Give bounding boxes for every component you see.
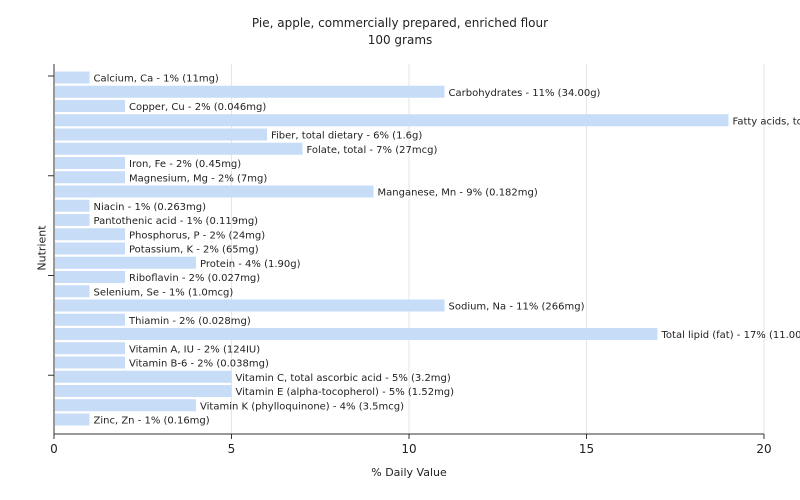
bar xyxy=(55,242,125,255)
bar-label: Sodium, Na - 11% (266mg) xyxy=(449,302,585,313)
bar xyxy=(55,399,196,412)
bar-label: Phosphorus, P - 2% (24mg) xyxy=(129,230,265,241)
bar-label: Calcium, Ca - 1% (11mg) xyxy=(94,74,219,85)
bar-label: Pantothenic acid - 1% (0.119mg) xyxy=(94,216,259,227)
bar-label: Manganese, Mn - 9% (0.182mg) xyxy=(378,188,538,199)
bar-label: Total lipid (fat) - 17% (11.00g) xyxy=(661,330,800,341)
bar xyxy=(55,299,445,312)
bar-label: Vitamin B-6 - 2% (0.038mg) xyxy=(129,359,269,370)
bar xyxy=(55,185,374,198)
bar-label: Niacin - 1% (0.263mg) xyxy=(94,202,207,213)
x-tick-label: 0 xyxy=(50,442,58,456)
bar-label: Folate, total - 7% (27mcg) xyxy=(307,145,438,156)
bar xyxy=(55,356,125,369)
bar xyxy=(55,214,90,226)
bar xyxy=(55,142,303,155)
bar-label: Protein - 4% (1.90g) xyxy=(200,259,301,270)
bar xyxy=(55,85,445,98)
bar xyxy=(55,228,125,241)
x-tick-label: 10 xyxy=(401,442,416,456)
bar xyxy=(55,199,90,212)
chart-subtitle: 100 grams xyxy=(367,33,433,47)
bar-label: Selenium, Se - 1% (1.0mcg) xyxy=(94,287,234,298)
y-axis-label: Nutrient xyxy=(35,225,49,271)
x-tick-label: 15 xyxy=(579,442,594,456)
bar xyxy=(55,342,125,355)
bar xyxy=(55,385,232,397)
bar-label: Vitamin K (phylloquinone) - 4% (3.5mcg) xyxy=(200,401,404,412)
bar-label: Vitamin E (alpha-tocopherol) - 5% (1.52m… xyxy=(236,387,455,398)
bar xyxy=(55,285,90,298)
bar-label: Carbohydrates - 11% (34.00g) xyxy=(449,88,601,99)
bar-label: Magnesium, Mg - 2% (7mg) xyxy=(129,173,267,184)
x-tick-label: 20 xyxy=(756,442,771,456)
chart-title: Pie, apple, commercially prepared, enric… xyxy=(251,16,549,30)
bar xyxy=(55,370,232,383)
bar-label: Riboflavin - 2% (0.027mg) xyxy=(129,273,260,284)
x-axis-label: % Daily Value xyxy=(371,466,447,479)
bars xyxy=(55,71,729,426)
bar-label: Fatty acids, total saturated - 19% (3.79… xyxy=(733,116,800,127)
bar xyxy=(55,71,90,84)
bar-label: Thiamin - 2% (0.028mg) xyxy=(128,316,251,327)
bar-label: Vitamin A, IU - 2% (124IU) xyxy=(129,344,260,355)
bar xyxy=(55,128,267,141)
bar xyxy=(55,256,196,269)
bar-label: Vitamin C, total ascorbic acid - 5% (3.2… xyxy=(236,373,451,384)
bar xyxy=(55,114,729,127)
axes: 0 5 10 15 20 xyxy=(48,64,772,456)
bar xyxy=(55,313,125,326)
bar-label: Potassium, K - 2% (65mg) xyxy=(129,245,259,256)
bar xyxy=(55,100,125,112)
bar-label: Fiber, total dietary - 6% (1.6g) xyxy=(271,131,422,142)
bar xyxy=(55,157,125,169)
x-tick-label: 5 xyxy=(228,442,236,456)
bar-label: Iron, Fe - 2% (0.45mg) xyxy=(129,159,241,170)
bar-label: Zinc, Zn - 1% (0.16mg) xyxy=(94,416,210,427)
bar xyxy=(55,413,90,426)
bar-label: Copper, Cu - 2% (0.046mg) xyxy=(129,102,266,113)
bar xyxy=(55,171,125,184)
bar xyxy=(55,328,658,340)
bar-labels: Calcium, Ca - 1% (11mg) Carbohydrates - 1… xyxy=(94,74,800,427)
bar xyxy=(55,271,125,283)
